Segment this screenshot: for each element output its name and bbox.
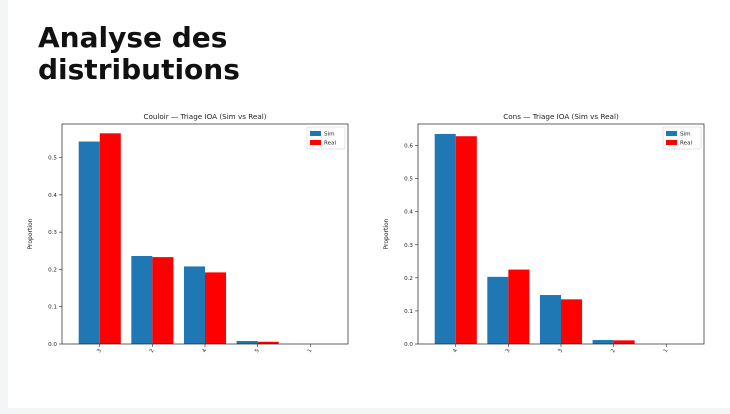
y-tick-label: 0.4 [48, 193, 57, 199]
y-tick-label: 0.5 [48, 156, 57, 162]
bar-real [455, 136, 477, 344]
bar-real [613, 340, 635, 344]
bar-real [205, 272, 227, 344]
y-tick-label: 0.2 [404, 276, 413, 282]
bar-sim [183, 266, 205, 344]
x-tick-label: 4 [201, 347, 208, 353]
y-tick-label: 0.5 [404, 177, 413, 183]
legend-swatch-real [310, 140, 321, 145]
y-tick-label: 0.3 [48, 230, 57, 236]
y-axis-label: Proportion [383, 218, 390, 249]
x-tick-label: 3 [505, 348, 512, 354]
y-tick-label: 0.6 [404, 144, 413, 150]
y-tick-label: 0.3 [404, 243, 413, 249]
y-axis-label: Proportion [27, 218, 34, 249]
legend-label-sim: Sim [324, 132, 335, 138]
bar-sim [539, 295, 561, 344]
chart-title: Cons — Triage IOA (Sim vs Real) [503, 112, 619, 121]
x-tick-label: 2 [610, 348, 617, 354]
x-tick-label: 4 [452, 347, 459, 353]
x-tick-label: 5 [254, 348, 261, 354]
bar-sim [487, 276, 509, 344]
bar-sim [592, 340, 614, 344]
bar-sim [434, 133, 456, 344]
x-tick-label: 3 [96, 348, 103, 354]
slide-title: Analyse des distributions [38, 21, 240, 86]
bar-real [99, 133, 121, 344]
chart-couloir: Couloir — Triage IOA (Sim vs Real) Propor… [16, 108, 356, 358]
x-tick-label: 2 [149, 348, 156, 354]
y-tick-label: 0.4 [404, 210, 413, 216]
legend-swatch-sim [666, 131, 677, 136]
slide: Analyse des distributions Couloir — Tria… [8, 0, 730, 408]
legend-label-real: Real [680, 141, 693, 147]
plot-frame [417, 123, 705, 345]
y-tick-label: 0.2 [48, 267, 57, 273]
y-tick-label: 0.0 [404, 342, 413, 348]
y-tick-label: 0.1 [404, 309, 413, 315]
chart-title: Couloir — Triage IOA (Sim vs Real) [143, 112, 266, 121]
legend-swatch-sim [310, 131, 321, 136]
chart-svg: Couloir — Triage IOA (Sim vs Real) Propor… [27, 112, 349, 354]
bar-sim [131, 256, 153, 344]
legend-swatch-real [666, 140, 677, 145]
bar-sim [236, 341, 258, 344]
chart-svg: Cons — Triage IOA (Sim vs Real) Proportio… [383, 112, 705, 354]
bar-real [561, 299, 583, 344]
bar-real [508, 269, 530, 344]
legend-label-sim: Sim [680, 132, 691, 138]
bar-real [257, 341, 279, 344]
x-tick-label: 1 [663, 348, 670, 354]
bar-sim [78, 141, 100, 344]
legend-label-real: Real [324, 141, 337, 147]
y-tick-label: 0.1 [48, 305, 57, 311]
x-tick-label: 1 [307, 348, 314, 354]
bar-real [152, 257, 174, 344]
plot-frame [61, 123, 349, 345]
chart-cons: Cons — Triage IOA (Sim vs Real) Proportio… [372, 108, 712, 358]
y-tick-label: 0.0 [48, 342, 57, 348]
x-tick-label: 3 [557, 348, 564, 354]
